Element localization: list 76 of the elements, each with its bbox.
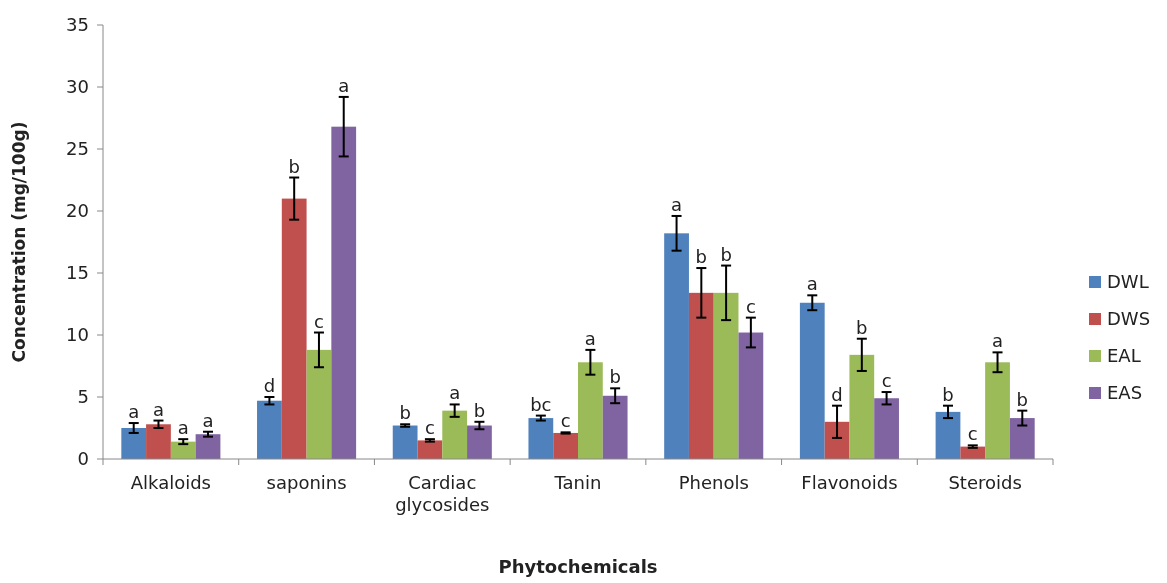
bar xyxy=(467,425,492,459)
data-label: b xyxy=(288,155,300,177)
y-tick-label: 30 xyxy=(66,76,89,98)
bar xyxy=(688,292,714,459)
y-tick-label: 25 xyxy=(66,138,89,160)
bar xyxy=(849,354,875,459)
bar xyxy=(170,441,196,459)
data-label: b xyxy=(399,402,411,424)
bar xyxy=(195,434,221,459)
bar xyxy=(1009,418,1035,459)
x-tick-label: Tanin xyxy=(553,472,602,493)
x-tick-label: Steroids xyxy=(948,472,1022,493)
data-label: a xyxy=(992,330,1004,352)
data-label: c xyxy=(424,417,435,439)
bar xyxy=(417,440,443,459)
data-label: b xyxy=(695,246,708,268)
data-label: a xyxy=(202,409,214,431)
data-label: bc xyxy=(530,393,552,415)
x-axis-title: Phytochemicals xyxy=(498,556,658,577)
bar xyxy=(738,332,764,459)
bar xyxy=(874,398,899,459)
bar xyxy=(331,126,357,459)
data-label: a xyxy=(671,193,683,215)
legend-label: DWS xyxy=(1107,308,1151,330)
x-tick-label: saponins xyxy=(266,472,347,493)
y-tick-label: 20 xyxy=(66,200,89,222)
bar xyxy=(602,395,628,459)
data-label: c xyxy=(967,423,978,445)
data-label: b xyxy=(609,366,621,388)
y-tick-label: 10 xyxy=(66,324,89,346)
bar xyxy=(281,198,307,459)
bar xyxy=(257,400,282,459)
y-tick-label: 0 xyxy=(77,448,89,470)
bar xyxy=(146,424,171,459)
data-label: a xyxy=(449,382,461,404)
data-label: b xyxy=(1016,388,1029,410)
data-label: b xyxy=(473,399,486,421)
data-label: a xyxy=(177,417,189,439)
bar xyxy=(935,411,961,459)
bar xyxy=(824,421,850,459)
data-label: b xyxy=(720,243,732,265)
y-axis-title: Concentration (mg/100g) xyxy=(9,121,29,363)
y-tick-label: 15 xyxy=(66,262,89,284)
data-label: a xyxy=(338,74,350,96)
bar xyxy=(442,410,468,459)
data-label: b xyxy=(856,316,868,338)
data-label: a xyxy=(128,401,140,423)
x-tick-label: Cardiac glycosides xyxy=(395,472,490,515)
bar xyxy=(121,428,147,459)
bar xyxy=(528,418,554,459)
bar xyxy=(578,362,603,459)
y-tick-label: 35 xyxy=(66,14,89,36)
bar xyxy=(664,233,689,459)
bar xyxy=(553,432,578,459)
data-label: c xyxy=(745,295,756,317)
data-label: c xyxy=(314,310,324,332)
data-label: d xyxy=(831,383,843,405)
x-tick-label: Alkaloids xyxy=(130,472,211,493)
bar xyxy=(306,349,332,459)
bar xyxy=(392,425,418,459)
bar xyxy=(799,302,825,459)
data-label: c xyxy=(560,410,571,432)
data-label: a xyxy=(584,327,596,349)
x-tick-label: Flavonoids xyxy=(801,472,898,493)
legend-label: EAS xyxy=(1107,382,1143,404)
data-label: a xyxy=(152,398,164,420)
data-label: c xyxy=(881,370,892,392)
data-label: d xyxy=(263,375,276,396)
bar xyxy=(713,292,739,459)
legend-label: EAL xyxy=(1107,345,1141,367)
y-tick-label: 5 xyxy=(77,386,89,408)
legend-label: DWL xyxy=(1107,271,1149,293)
data-label: b xyxy=(942,383,954,405)
bar xyxy=(985,362,1010,459)
data-label: a xyxy=(806,273,818,295)
x-tick-label: Phenols xyxy=(678,472,749,493)
